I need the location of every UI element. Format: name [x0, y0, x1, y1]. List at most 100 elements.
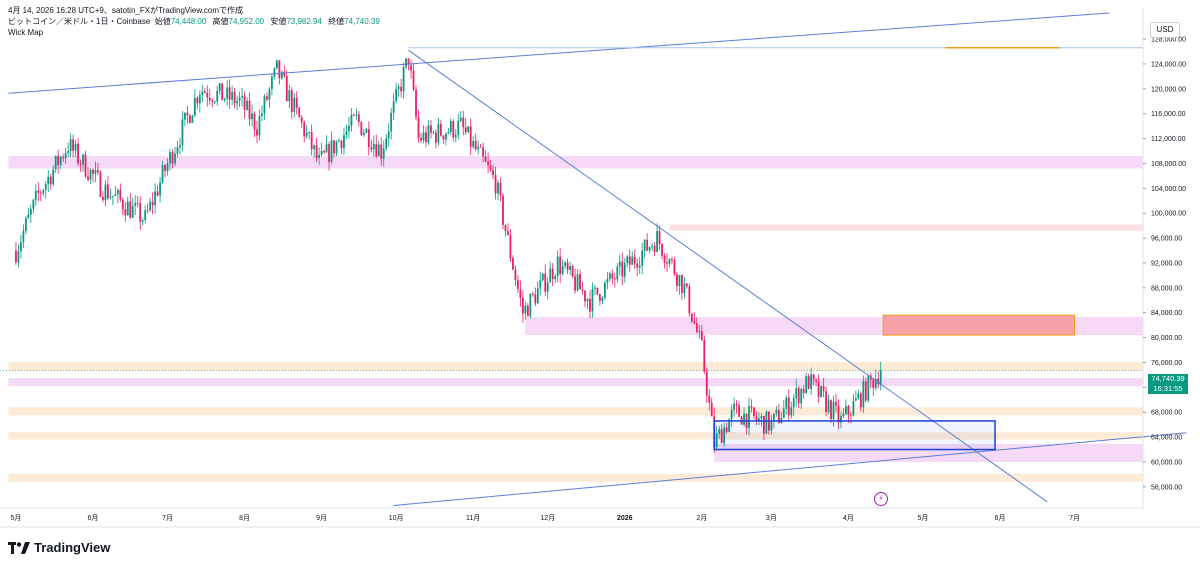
- candle-body: [246, 100, 248, 110]
- candle-body: [685, 283, 688, 287]
- x-tick-label: 9月: [316, 514, 327, 522]
- candle-body: [469, 126, 472, 147]
- y-tick-label: 84,000.00: [1151, 310, 1182, 317]
- candle-body: [526, 305, 529, 317]
- candle-body: [693, 321, 696, 324]
- candle-body: [288, 90, 291, 102]
- candle-body: [251, 113, 253, 120]
- candle-body: [656, 230, 658, 252]
- candle-body: [864, 381, 867, 401]
- candle-body: [807, 375, 810, 389]
- candle-body: [698, 331, 701, 333]
- candle-body: [581, 289, 584, 291]
- x-tick-label: 6月: [88, 514, 99, 522]
- candle-body: [119, 189, 122, 200]
- lightning-event-icon[interactable]: ⚡: [874, 492, 888, 506]
- indicator-label[interactable]: Wick Map: [8, 28, 44, 37]
- candle-body: [723, 427, 726, 444]
- candle-body: [400, 86, 403, 92]
- candle-body: [718, 429, 721, 434]
- candle-body: [489, 165, 492, 170]
- candle-body: [221, 83, 224, 101]
- candle-body: [668, 259, 671, 264]
- y-tick-label: 60,000.00: [1151, 459, 1182, 466]
- candle-body: [464, 127, 467, 133]
- candle-body: [827, 400, 830, 413]
- candle-body: [666, 262, 668, 264]
- zone-4: [8, 378, 1144, 387]
- x-tick-label: 11月: [466, 514, 480, 522]
- candle-body: [67, 151, 70, 153]
- candle-body: [295, 97, 298, 108]
- candle-body: [730, 409, 733, 420]
- candle-body: [755, 416, 758, 421]
- y-tick-label: 104,000.00: [1151, 186, 1186, 193]
- candle-body: [417, 116, 420, 138]
- candle-body: [15, 250, 17, 263]
- candle-body: [584, 290, 586, 302]
- tradingview-logo[interactable]: TradingView: [8, 540, 110, 555]
- candle-body: [874, 378, 877, 388]
- candle-body: [97, 169, 99, 173]
- candle-body: [623, 262, 626, 277]
- candle-body: [114, 194, 117, 196]
- candle-body: [253, 113, 256, 130]
- y-tick-label: 108,000.00: [1151, 161, 1186, 168]
- candle-body: [494, 175, 497, 194]
- currency-selector[interactable]: USD: [1150, 22, 1180, 38]
- candle-body: [797, 388, 800, 404]
- candle-body: [139, 203, 142, 222]
- candle-body: [462, 117, 465, 128]
- y-tick-label: 92,000.00: [1151, 260, 1182, 267]
- price-axis: 56,000.0060,000.0064,000.0068,000.0072,0…: [1143, 37, 1186, 491]
- low-label: 安値: [270, 17, 287, 26]
- low-value: 73,982.94: [286, 17, 322, 26]
- candle-body: [106, 184, 109, 199]
- candle-body: [541, 273, 544, 281]
- candle-body: [802, 388, 805, 394]
- candle-body: [825, 391, 827, 413]
- candle-body: [603, 282, 606, 298]
- candle-body: [765, 411, 768, 434]
- candle-body: [121, 199, 124, 210]
- candle-body: [17, 251, 20, 263]
- candle-body: [141, 220, 144, 222]
- candle-body: [760, 415, 763, 419]
- candle-body: [52, 169, 55, 185]
- x-tick-label: 7月: [1069, 514, 1080, 522]
- candle-body: [285, 76, 288, 102]
- candle-body: [320, 150, 323, 155]
- candle-body: [454, 134, 457, 138]
- candle-body: [519, 288, 522, 298]
- candle-body: [502, 195, 504, 225]
- candle-body: [733, 403, 736, 410]
- candle-body: [256, 129, 258, 136]
- bar-countdown: 16:31:55: [1148, 384, 1188, 394]
- candle-body: [402, 67, 405, 92]
- symbol-name[interactable]: ビットコイン／米ドル・1日・Coinbase: [8, 17, 151, 26]
- candle-body: [877, 378, 880, 385]
- candle-body: [879, 370, 882, 385]
- candle-body: [382, 148, 385, 159]
- candle-body: [92, 169, 94, 174]
- candle-body: [497, 182, 499, 194]
- time-axis: 5月 6月 7月 8月 9月 10月 11月 12月 2026 2月 3月 4月 5月 6月 7月: [10, 514, 1080, 522]
- candle-body: [104, 184, 107, 201]
- candle-body: [283, 71, 286, 77]
- candle-body: [348, 125, 350, 132]
- candle-body: [678, 275, 681, 286]
- y-tick-label: 100,000.00: [1151, 211, 1186, 218]
- candle-body: [589, 298, 591, 312]
- candle-body: [611, 273, 614, 279]
- x-tick-label: 3月: [766, 514, 777, 522]
- chart-caption: 4月 14, 2026 16:28 UTC+9、satotin_FXがTradi…: [8, 6, 243, 15]
- candle-body: [534, 294, 537, 304]
- trend-line-0: [8, 12, 1110, 94]
- candle-body: [785, 397, 788, 409]
- candle-body: [435, 132, 437, 143]
- candle-body: [308, 131, 311, 133]
- candle-body: [432, 132, 435, 134]
- y-tick-label: 124,000.00: [1151, 61, 1186, 68]
- candle-body: [415, 89, 417, 117]
